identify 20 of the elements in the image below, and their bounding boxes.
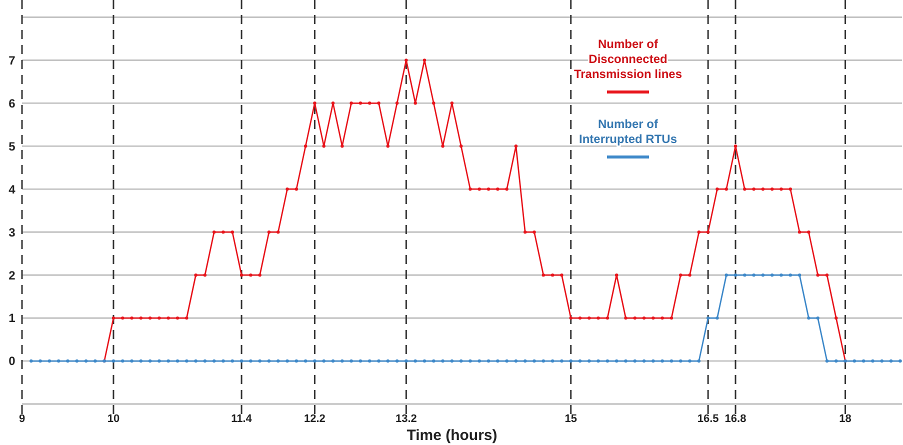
y-tick-label: 4 [8,182,16,196]
y-tick-label: 7 [8,53,16,68]
y-tick-label: 5 [8,139,16,154]
x-tick-label: 12.2 [304,413,326,425]
x-tick-label: 16.8 [724,413,746,425]
x-axis-title: Time (hours) [406,427,498,444]
y-tick-label: 3 [8,225,16,240]
x-tick-label: 9 [18,413,26,425]
x-tick-label: 10 [107,413,120,425]
x-tick-label: 16.5 [697,413,719,425]
x-tick-label: 18 [839,413,852,425]
y-tick-label: 6 [8,96,16,110]
y-tick-label: 2 [8,268,16,282]
text: Number of Interrupted RTUs [578,117,678,146]
y-tick-label: 1 [8,311,16,326]
y-tick-label: 0 [8,354,16,368]
x-tick-label: 13.2 [395,413,417,425]
x-tick-label: 11.4 [231,413,253,425]
x-tick-label: 15 [564,413,577,425]
text: Number of Disconnected Transmission lines [574,37,682,81]
